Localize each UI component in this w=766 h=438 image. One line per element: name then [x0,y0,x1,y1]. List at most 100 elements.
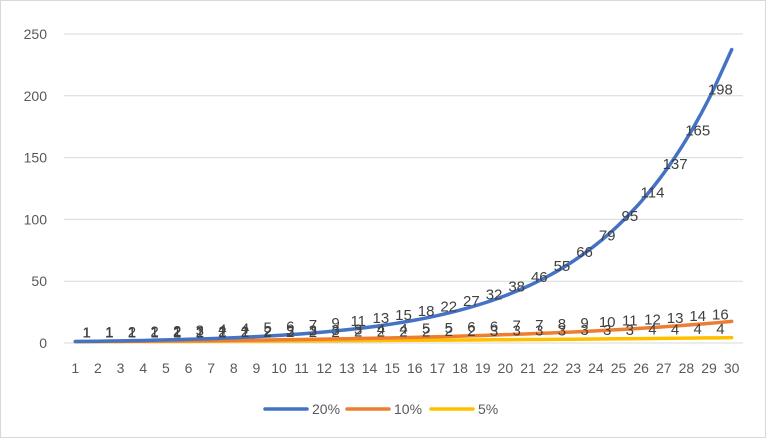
data-label: 1 [128,324,136,341]
data-label: 2 [241,323,249,340]
data-label: 5 [445,320,453,337]
legend-label: 10% [394,401,422,417]
data-label: 13 [667,310,684,327]
data-label: 2 [377,324,385,341]
data-label: 2 [173,324,181,341]
x-tick-label: 12 [316,360,332,376]
data-label: 7 [535,317,543,334]
y-tick-label: 250 [24,26,48,42]
data-label: 3 [286,323,294,340]
y-tick-label: 100 [24,211,48,227]
data-label: 22 [440,299,457,316]
x-tick-label: 15 [384,360,400,376]
data-label: 1 [173,324,181,341]
data-label: 7 [309,317,317,334]
data-label: 1 [196,324,204,341]
data-label: 32 [486,287,503,304]
data-label: 4 [648,322,656,339]
data-label: 1 [150,324,158,341]
data-label: 3 [626,322,634,339]
y-tick-label: 50 [31,273,47,289]
data-label: 1 [241,324,249,341]
x-tick-label: 23 [565,360,581,376]
x-tick-label: 24 [588,360,604,376]
data-label: 2 [309,324,317,341]
data-label: 38 [508,279,525,296]
x-tick-label: 18 [452,360,468,376]
data-label: 18 [418,303,435,320]
data-label: 79 [599,228,616,245]
x-tick-label: 6 [185,360,193,376]
data-label: 2 [445,323,453,340]
data-label: 55 [554,258,571,275]
data-label: 137 [663,156,688,173]
data-label: 4 [377,321,385,338]
x-tick-label: 17 [430,360,446,376]
data-label: 4 [716,321,724,338]
data-label: 1 [105,324,113,341]
legend-label: 20% [312,401,340,417]
data-label: 1 [105,325,113,342]
data-label: 2 [264,324,272,341]
data-label: 2 [286,324,294,341]
data-label: 46 [531,269,548,286]
x-tick-label: 27 [656,360,672,376]
data-label: 14 [689,308,706,325]
data-label: 2 [422,323,430,340]
data-label: 11 [622,313,638,330]
data-label: 9 [331,315,339,332]
data-label: 66 [576,244,593,261]
data-label: 6 [467,319,475,336]
data-label: 1 [218,324,226,341]
legend-label: 5% [478,401,498,417]
x-tick-label: 5 [162,360,170,376]
data-label: 165 [685,122,710,139]
data-label: 2 [173,323,181,340]
x-tick-label: 30 [724,360,740,376]
data-label: 9 [580,315,588,332]
data-label: 13 [373,310,390,327]
data-label: 5 [422,320,430,337]
x-tick-label: 11 [294,360,309,376]
x-tick-label: 4 [139,360,147,376]
data-label: 4 [399,321,407,338]
data-label: 8 [558,316,566,333]
data-label: 1 [82,325,90,342]
data-label: 10 [599,314,616,331]
x-tick-label: 25 [611,360,627,376]
data-label: 4 [671,321,679,338]
data-label: 3 [490,323,498,340]
data-label: 16 [712,306,729,323]
data-label: 4 [218,322,226,339]
x-tick-label: 19 [475,360,491,376]
data-label: 198 [708,82,733,99]
data-label: 1 [128,325,136,342]
data-label: 2 [354,324,362,341]
data-label: 1 [82,325,90,342]
data-label: 114 [641,185,665,202]
x-tick-label: 9 [252,360,260,376]
y-tick-label: 0 [39,335,47,351]
x-tick-label: 28 [679,360,695,376]
data-label: 3 [331,322,339,339]
x-tick-label: 29 [701,360,717,376]
x-tick-label: 7 [207,360,215,376]
data-label: 6 [286,318,294,335]
data-label: 27 [463,293,480,310]
x-tick-label: 21 [520,360,536,376]
data-label: 3 [309,322,317,339]
x-tick-label: 26 [633,360,649,376]
x-tick-label: 13 [339,360,355,376]
data-label: 3 [512,323,520,340]
x-tick-label: 3 [117,360,125,376]
x-tick-label: 1 [71,360,79,376]
data-label: 2 [399,323,407,340]
data-label: 1 [82,325,90,342]
x-tick-label: 14 [362,360,378,376]
data-label: 3 [580,322,588,339]
data-label: 3 [603,322,611,339]
data-label: 2 [264,323,272,340]
x-tick-label: 2 [94,360,102,376]
x-tick-label: 10 [271,360,287,376]
